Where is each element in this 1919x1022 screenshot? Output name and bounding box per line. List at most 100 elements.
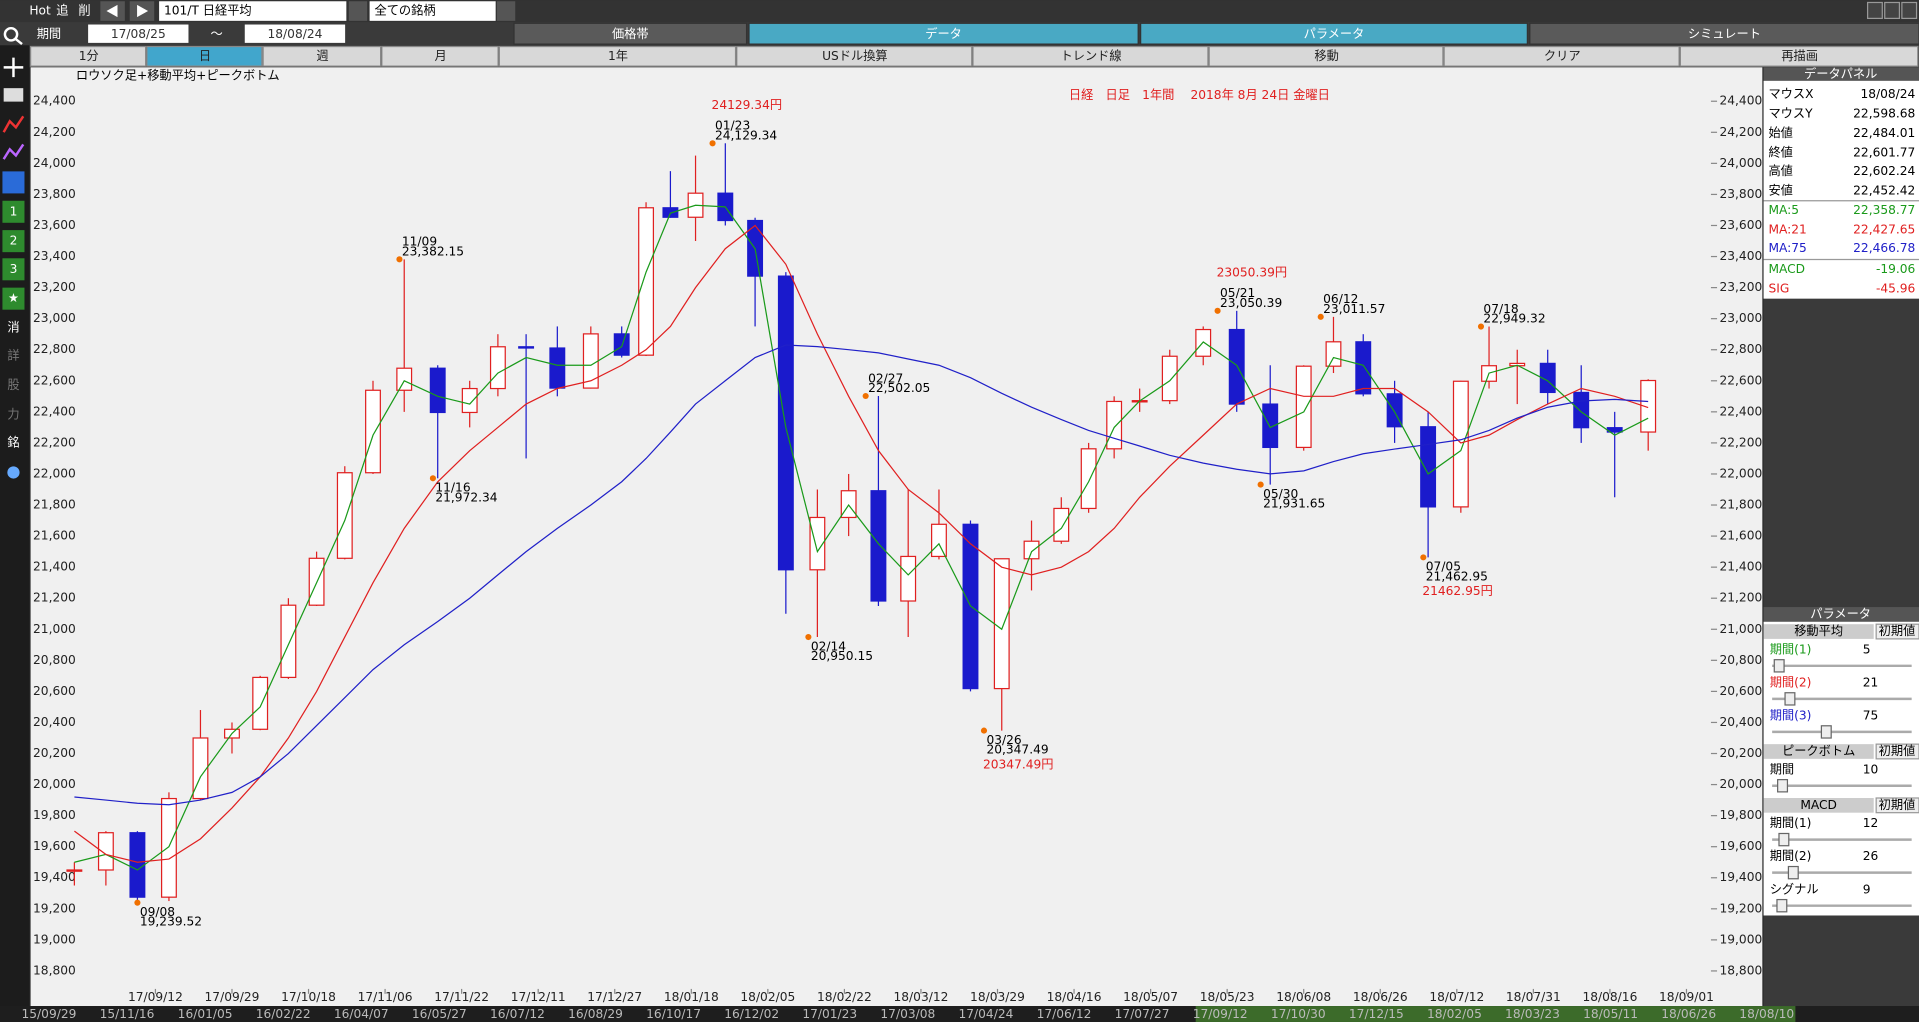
toolbar-button[interactable] xyxy=(262,45,382,67)
scroll-date: 16/05/27 xyxy=(412,1007,467,1021)
slider-handle[interactable] xyxy=(1773,659,1785,673)
peak-value: 20,347.49 xyxy=(986,743,1048,757)
slider-handle[interactable] xyxy=(1777,779,1789,793)
symbol-box[interactable] xyxy=(159,1,347,21)
reset-button[interactable] xyxy=(1875,623,1919,640)
universe-dropdown[interactable] xyxy=(496,1,516,21)
toolbar-button[interactable] xyxy=(1679,45,1919,67)
x-tick-label: 18/06/08 xyxy=(1276,990,1331,1004)
side-label[interactable]: 2 xyxy=(10,234,18,248)
top-button[interactable]: 削 xyxy=(78,4,90,18)
candle-body xyxy=(1080,448,1097,510)
peak-marker xyxy=(1420,554,1427,561)
tab[interactable] xyxy=(1140,22,1528,45)
side-button[interactable] xyxy=(2,230,25,253)
candle-body xyxy=(280,604,297,679)
side-label[interactable]: 1 xyxy=(10,204,18,218)
candle-body xyxy=(809,516,826,571)
toolbar-button[interactable] xyxy=(736,45,973,67)
side-label[interactable]: 股 xyxy=(7,378,19,392)
data-panel-title: データパネル xyxy=(1804,66,1877,81)
y-tick-label: 19,000 xyxy=(33,932,76,946)
side-label[interactable]: 3 xyxy=(10,262,18,276)
slider-handle[interactable] xyxy=(1776,898,1788,913)
side-label[interactable]: 銘 xyxy=(7,435,19,450)
x-tick-label: 18/04/16 xyxy=(1047,990,1102,1004)
toolbar-button[interactable] xyxy=(498,45,737,67)
y-tick-label-right: 24,000 xyxy=(1720,156,1763,170)
period-to-box[interactable] xyxy=(244,24,346,43)
side-label[interactable]: 力 xyxy=(7,407,19,421)
peak-value: 23,050.39 xyxy=(1220,296,1282,310)
toolbar-button[interactable] xyxy=(381,45,499,67)
tab[interactable] xyxy=(513,22,748,45)
y-tick-label-right: 22,800 xyxy=(1720,342,1763,356)
camera-icon[interactable] xyxy=(3,88,24,102)
candle-body xyxy=(1161,355,1178,402)
y-tick-label: 23,400 xyxy=(33,249,76,263)
y-tick-label-right: 22,400 xyxy=(1720,404,1763,418)
toolbar-button[interactable] xyxy=(146,45,263,67)
search-icon[interactable] xyxy=(3,26,19,42)
flag-icon[interactable] xyxy=(2,171,25,194)
candle-body xyxy=(931,523,947,558)
symbol-dropdown[interactable] xyxy=(348,1,368,21)
slider-handle[interactable] xyxy=(1778,832,1790,847)
scrollbar-thumb[interactable] xyxy=(1195,1006,1796,1022)
crosshair-icon[interactable] xyxy=(3,57,24,78)
toolbar-button-label: 移動 xyxy=(1314,49,1338,63)
period-from-box[interactable] xyxy=(88,24,189,43)
universe-box[interactable] xyxy=(369,1,496,21)
top-button[interactable]: Hot xyxy=(29,4,51,18)
param-group-header xyxy=(1763,797,1874,813)
param-label: 期間 xyxy=(1770,762,1794,776)
side-button[interactable] xyxy=(2,258,25,281)
side-button[interactable] xyxy=(2,200,25,223)
toolbar-button[interactable] xyxy=(972,45,1209,67)
settings-icon[interactable] xyxy=(7,466,20,479)
panel-label: マウスX xyxy=(1768,87,1813,101)
tab[interactable] xyxy=(1529,22,1919,45)
peak-value: 20,950.15 xyxy=(811,649,873,663)
top-button[interactable]: 追 xyxy=(56,3,68,18)
peak-date: 07/18 xyxy=(1483,302,1518,316)
reset-button[interactable] xyxy=(1875,743,1919,760)
side-label[interactable]: ★ xyxy=(8,291,19,305)
panel-value: 22,598.68 xyxy=(1853,106,1915,120)
side-label[interactable]: 消 xyxy=(7,321,19,335)
toolbar-button[interactable] xyxy=(1443,45,1680,67)
side-button[interactable] xyxy=(2,287,25,310)
slider-handle[interactable] xyxy=(1784,692,1796,706)
slider-handle[interactable] xyxy=(1820,725,1832,739)
y-tick-label-right: 19,400 xyxy=(1720,870,1763,884)
minimize-button[interactable] xyxy=(1866,1,1883,20)
candle-body xyxy=(429,367,446,414)
x-tick-label: 18/02/05 xyxy=(740,990,795,1004)
line-icon[interactable] xyxy=(2,115,25,133)
y-tick-label-right: 21,200 xyxy=(1720,591,1763,605)
reset-button[interactable] xyxy=(1875,797,1919,814)
candle-body xyxy=(1023,540,1040,560)
param-value: 75 xyxy=(1863,708,1879,722)
candle-body xyxy=(396,367,413,391)
close-button[interactable] xyxy=(1901,1,1918,20)
tab[interactable] xyxy=(748,22,1139,45)
maximize-button[interactable] xyxy=(1884,1,1901,20)
y-tick-label: 23,800 xyxy=(33,187,76,201)
y-tick-label: 22,000 xyxy=(33,466,76,480)
period-label: 期間 xyxy=(37,27,61,41)
side-label[interactable]: 詳 xyxy=(7,348,19,363)
y-tick-label: 21,400 xyxy=(33,560,76,574)
panel-label: MA:75 xyxy=(1768,241,1806,255)
peak-marker xyxy=(805,633,812,641)
slider-handle[interactable] xyxy=(1787,865,1799,880)
indicator-icon[interactable] xyxy=(2,143,25,160)
toolbar-button[interactable] xyxy=(29,45,147,67)
toolbar-button[interactable] xyxy=(1208,45,1444,67)
panel-value: 22,358.77 xyxy=(1853,203,1915,217)
peak-date: 01/23 xyxy=(715,119,750,133)
candle-body xyxy=(613,333,630,356)
peak-callout: 21462.95円 xyxy=(1422,584,1493,598)
toolbar-button-label: 1年 xyxy=(608,49,628,63)
peak-date: 05/30 xyxy=(1263,487,1298,501)
